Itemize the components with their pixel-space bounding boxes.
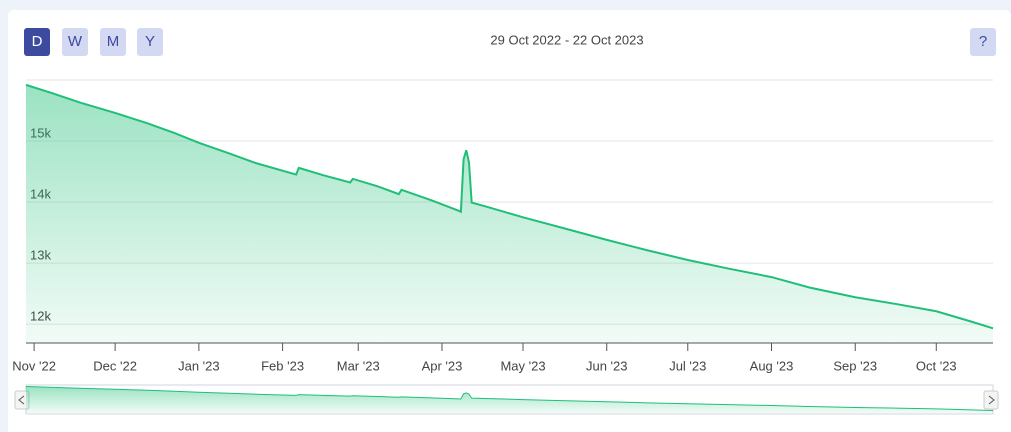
range-button[interactable] [62, 28, 88, 56]
x-tick-label: Jul '23 [669, 358, 706, 373]
date-range: 29 Oct 2022 - 22 Oct 2023 [490, 32, 643, 47]
x-tick-label: Apr '23 [422, 358, 463, 373]
x-tick-label: Jan '23 [178, 358, 220, 373]
range-button-label[interactable]: M [107, 33, 120, 50]
range-button[interactable] [24, 28, 50, 56]
navigator-line [25, 385, 994, 412]
x-tick-label: Aug '23 [750, 358, 794, 373]
right-arrow [988, 395, 995, 405]
help-button-label[interactable]: ? [979, 33, 987, 50]
range-button[interactable] [100, 28, 126, 56]
x-tick-label: Dec '22 [93, 358, 137, 373]
x-tick-label: May '23 [500, 358, 545, 373]
range-button-label[interactable]: D [32, 33, 43, 50]
x-tick-label: Mar '23 [337, 358, 380, 373]
series-line [25, 83, 994, 330]
x-tick-label: Oct '23 [916, 358, 957, 373]
range-button[interactable] [137, 28, 163, 56]
left-arrow [18, 395, 25, 405]
x-tick-label: Jun '23 [586, 358, 628, 373]
navigator-area [26, 386, 993, 413]
navigator-right-handle[interactable] [983, 390, 999, 410]
x-tick-label: Feb '23 [261, 358, 304, 373]
x-tick-label: Sep '23 [833, 358, 877, 373]
x-tick-label: Nov '22 [12, 358, 56, 373]
range-button-label[interactable]: Y [145, 33, 155, 50]
range-button-label[interactable]: W [68, 33, 83, 50]
help-button[interactable] [970, 28, 996, 56]
